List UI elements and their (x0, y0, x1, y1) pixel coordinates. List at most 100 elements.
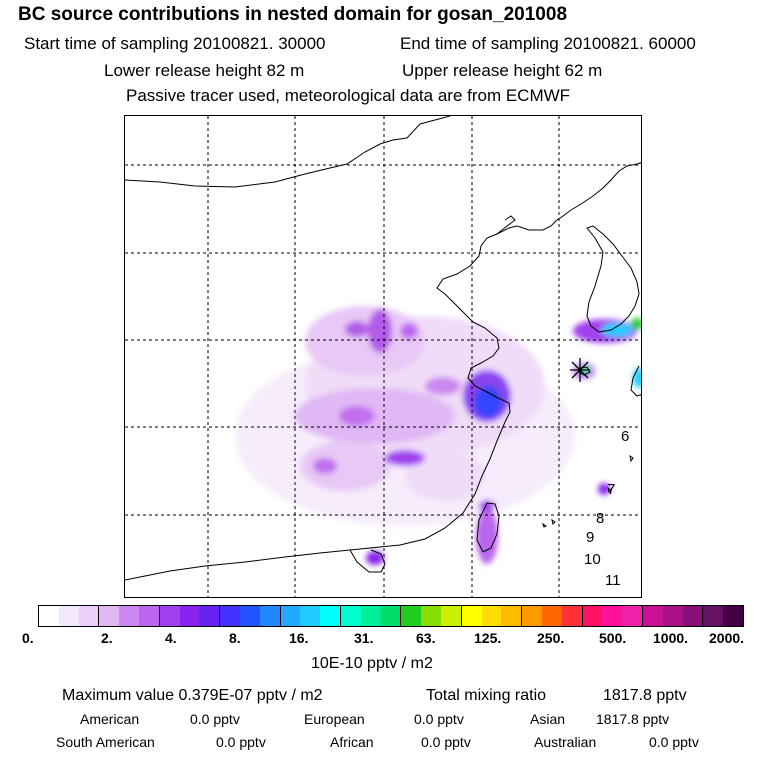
colorbar-cell-27 (582, 606, 603, 626)
colorbar-cell-23 (501, 606, 523, 626)
ryukyu-islet-4 (551, 518, 556, 525)
field-mid-5 (339, 406, 375, 426)
colorbar-cell-24 (522, 606, 542, 626)
day-label-7: 7 (607, 481, 616, 498)
field-light-1 (305, 306, 425, 376)
map-canvas (125, 116, 641, 597)
field-mid-4 (385, 450, 425, 466)
south-american-label: South American (56, 734, 155, 750)
south-american-value: 0.0 pptv (216, 734, 266, 750)
american-label: American (80, 711, 140, 727)
colorbar-tick-6: 63. (416, 630, 436, 646)
field-korea-south (633, 368, 641, 388)
day-label-8: 8 (596, 510, 605, 527)
colorbar-cell-28 (602, 606, 623, 626)
colorbar-tick-0: 0. (22, 630, 34, 646)
taiwan-island (476, 502, 500, 553)
colorbar-cell-32 (682, 606, 704, 626)
colorbar-cell-18 (401, 606, 422, 626)
colorbar-tick-9: 500. (599, 630, 627, 646)
colorbar-cell-19 (421, 606, 441, 626)
ryukyu-islet-3 (542, 522, 547, 528)
colorbar-cell-29 (622, 606, 643, 626)
colorbar-cell-7 (179, 606, 200, 626)
bohai-bay (496, 215, 516, 235)
ryukyu-islet-1 (629, 454, 634, 463)
colorbar-cell-11 (259, 606, 281, 626)
mongolia-border (125, 116, 451, 188)
upper-release-height-label: Upper release height 62 m (402, 61, 603, 80)
field-mid-7 (313, 458, 337, 474)
colorbar-cell-17 (380, 606, 402, 626)
ryukyu-islet-2 (607, 486, 612, 493)
release-site-marker (570, 358, 590, 382)
field-shanghai-core (474, 386, 502, 418)
asian-value: 1817.8 pptv (596, 711, 670, 727)
korea-peninsula (586, 225, 640, 333)
plot-title: BC source contributions in nested domain… (18, 4, 568, 25)
colorbar-cell-4 (119, 606, 139, 626)
american-value: 0.0 pptv (190, 711, 240, 727)
colorbar-cell-34 (723, 606, 743, 626)
colorbar-cell-21 (461, 606, 482, 626)
colorbar-cell-25 (541, 606, 562, 626)
european-label: European (304, 711, 365, 727)
colorbar-cell-8 (199, 606, 221, 626)
lat-lon-grid (125, 116, 641, 597)
colorbar-tick-10: 1000. (653, 630, 689, 646)
colorbar-cell-12 (280, 606, 301, 626)
maximum-value-label: Maximum value 0.379E-07 pptv / m2 (62, 687, 323, 704)
colorbar-cell-15 (340, 606, 361, 626)
colorbar-unit-label: 10E-10 pptv / m2 (311, 655, 433, 672)
african-label: African (330, 734, 374, 750)
australian-value: 0.0 pptv (649, 734, 699, 750)
field-light-3 (300, 441, 390, 491)
colorbar-cell-5 (138, 606, 160, 626)
colorbar-cell-3 (99, 606, 120, 626)
japan-kyushu (630, 365, 641, 397)
european-value: 0.0 pptv (414, 711, 464, 727)
colorbar-cell-31 (662, 606, 683, 626)
australian-label: Australian (534, 734, 597, 750)
map-panel: 6 7 8 9 10 11 (124, 115, 642, 598)
colorbar-cell-1 (58, 606, 79, 626)
colorbar-cell-20 (440, 606, 462, 626)
tracer-note: Passive tracer used, meteorological data… (126, 86, 571, 105)
field-taiwan (476, 508, 498, 564)
colorbar-cell-14 (320, 606, 341, 626)
day-label-6: 6 (621, 428, 630, 445)
colorbar-tick-7: 125. (474, 630, 502, 646)
colorbar-tick-8: 250. (537, 630, 565, 646)
field-mid-1 (368, 309, 392, 353)
field-korea-peak (631, 318, 641, 330)
coastlines (125, 116, 641, 581)
colorbar-tick-2: 4. (165, 630, 177, 646)
day-label-10: 10 (584, 551, 601, 568)
field-mid-3 (400, 323, 418, 339)
leizhou-hainan (349, 549, 386, 573)
colorbar-tick-1: 2. (101, 630, 113, 646)
colorbar-cell-26 (561, 606, 583, 626)
field-korea-core (601, 323, 633, 337)
field-mid-2 (345, 321, 369, 337)
field-taiwan-north (479, 500, 495, 512)
end-time-label: End time of sampling 20100821. 60000 (400, 34, 696, 53)
colorbar-tick-5: 31. (354, 630, 374, 646)
field-ocean-patch (598, 483, 610, 495)
start-time-label: Start time of sampling 20100821. 30000 (24, 34, 326, 53)
day-label-11: 11 (605, 572, 621, 589)
china-coastline (125, 162, 641, 581)
colorbar (38, 605, 744, 627)
field-mid-6 (425, 377, 461, 395)
colorbar-tick-4: 16. (289, 630, 309, 646)
colorbar-cell-9 (220, 606, 240, 626)
total-mixing-ratio-label: Total mixing ratio (426, 687, 547, 704)
colorbar-cell-22 (481, 606, 502, 626)
concentration-field (235, 306, 641, 565)
lower-release-height-label: Lower release height 82 m (104, 61, 305, 80)
colorbar-cell-33 (703, 606, 724, 626)
total-mixing-ratio-value: 1817.8 pptv (603, 687, 687, 704)
colorbar-tick-3: 8. (229, 630, 241, 646)
field-hainan-source (366, 551, 384, 565)
colorbar-cell-0 (39, 606, 59, 626)
